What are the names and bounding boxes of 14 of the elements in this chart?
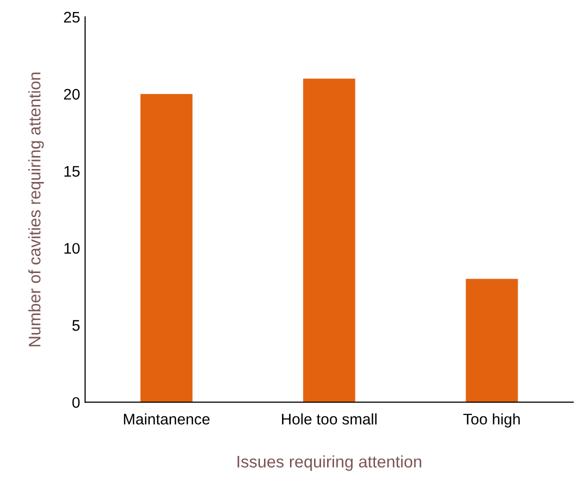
bar (303, 78, 356, 402)
x-tick-label: Maintanence (124, 413, 210, 425)
bar (140, 94, 192, 402)
y-tick-label: 0 (72, 397, 80, 408)
x-axis-title: Issues requiring attention (238, 455, 422, 471)
bar (466, 278, 518, 402)
y-axis-title: Number of cavities requiring attention (28, 72, 44, 346)
y-tick-label: 20 (64, 88, 80, 100)
y-tick-label: 10 (64, 242, 80, 254)
y-tick-label: 25 (64, 12, 80, 23)
y-tick-label: 15 (64, 166, 80, 177)
x-tick-label: Hole too small (282, 413, 377, 425)
x-tick-label: Too high (463, 413, 520, 428)
y-tick-label: 5 (72, 320, 80, 331)
